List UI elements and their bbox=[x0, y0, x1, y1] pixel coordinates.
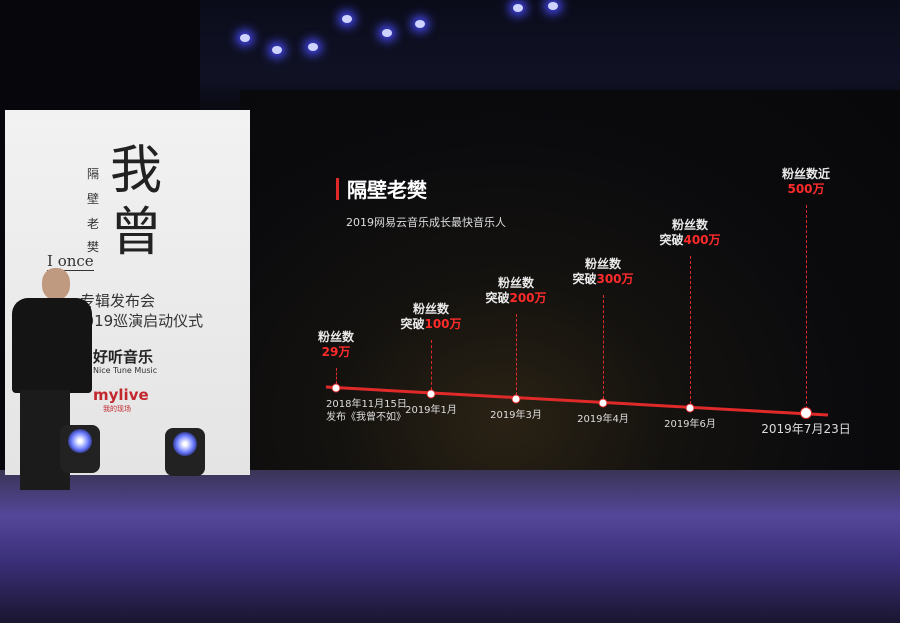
banner-event-line2: 2019巡演启动仪式 bbox=[75, 312, 204, 330]
milestone-value: 500万 bbox=[787, 182, 825, 196]
milestone-date-text: 2019年7月23日 bbox=[761, 422, 851, 436]
stage-spotlight bbox=[415, 20, 425, 28]
milestone-dashed-line bbox=[806, 205, 807, 409]
stage-floor bbox=[0, 470, 900, 623]
milestone-date: 2018年11月15日 发布《我曾不如》 bbox=[326, 398, 426, 424]
milestone-date-text: 2018年11月15日 bbox=[326, 399, 407, 410]
milestone-dot bbox=[598, 398, 608, 408]
milestone-date: 2019年6月 bbox=[640, 418, 740, 431]
sponsor-logo-haoting-en: Nice Tune Music bbox=[93, 366, 158, 375]
slide-title: 隔壁老樊 bbox=[347, 178, 427, 202]
milestone-label: 粉丝数 bbox=[671, 218, 708, 232]
stage-spotlight bbox=[308, 43, 318, 51]
milestone-date: 2019年7月23日 bbox=[756, 423, 856, 436]
milestone-label: 粉丝数 bbox=[412, 302, 449, 316]
milestone-caption: 粉丝数近 500万 bbox=[756, 167, 856, 197]
speaker-head bbox=[42, 268, 70, 300]
stage-spotlight bbox=[342, 15, 352, 23]
milestone-date: 2019年1月 bbox=[381, 404, 481, 417]
stage-spotlight bbox=[272, 46, 282, 54]
title-accent-bar bbox=[336, 178, 339, 200]
milestone-date: 2019年4月 bbox=[553, 413, 653, 426]
milestone-value: 200万 bbox=[509, 291, 547, 305]
stage-spotlight bbox=[513, 4, 523, 12]
slide-subtitle: 2019网易云音乐成长最快音乐人 bbox=[346, 216, 506, 229]
milestone-caption: 粉丝数 突破300万 bbox=[553, 257, 653, 287]
stage-spotlight bbox=[548, 2, 558, 10]
milestone-prefix: 突破 bbox=[400, 317, 425, 331]
milestone-caption: 粉丝数 突破100万 bbox=[381, 302, 481, 332]
milestone-value: 400万 bbox=[683, 233, 721, 247]
milestone-dashed-line bbox=[336, 368, 337, 384]
timeline-line bbox=[325, 385, 829, 417]
banner-artist-char: 老 bbox=[87, 217, 100, 231]
banner-artist-char: 壁 bbox=[87, 192, 100, 206]
stage-light bbox=[165, 428, 205, 476]
speaker-person bbox=[2, 268, 92, 496]
milestone-caption: 粉丝数 29万 bbox=[286, 330, 386, 360]
milestone-dot bbox=[426, 389, 436, 399]
milestone-label: 粉丝数近 bbox=[781, 167, 830, 181]
milestone-dashed-line bbox=[603, 295, 604, 399]
projection-screen bbox=[240, 90, 900, 530]
milestone-date-note: 发布《我曾不如》 bbox=[326, 412, 406, 423]
milestone-prefix: 突破 bbox=[659, 233, 684, 247]
sponsor-logo-haoting: 好听音乐 bbox=[93, 348, 154, 366]
milestone-date-text: 2019年3月 bbox=[490, 410, 542, 421]
milestone-dashed-line bbox=[431, 340, 432, 390]
banner-event-line1: 专辑发布会 bbox=[80, 292, 156, 310]
sponsor-logo-mylive-sub: 我的现场 bbox=[103, 405, 131, 413]
banner-artist-char: 樊 bbox=[87, 240, 100, 254]
stage-light bbox=[60, 425, 100, 473]
milestone-prefix: 突破 bbox=[485, 291, 510, 305]
milestone-caption: 粉丝数 突破200万 bbox=[466, 276, 566, 306]
milestone-dot bbox=[511, 394, 521, 404]
milestone-dot bbox=[685, 403, 695, 413]
milestone-dot bbox=[331, 383, 341, 393]
milestone-date: 2019年3月 bbox=[466, 409, 566, 422]
milestone-dashed-line bbox=[516, 314, 517, 395]
banner-english-title: I once bbox=[47, 252, 94, 271]
milestone-date-text: 2019年1月 bbox=[405, 405, 457, 416]
stage-spotlight bbox=[382, 29, 392, 37]
milestone-date-text: 2019年6月 bbox=[664, 419, 716, 430]
speaker-shirt bbox=[12, 298, 92, 393]
banner-album-title: 我曾 bbox=[110, 141, 163, 263]
milestone-label: 粉丝数 bbox=[317, 330, 354, 344]
milestone-value: 100万 bbox=[424, 317, 462, 331]
milestone-prefix: 突破 bbox=[572, 272, 597, 286]
milestone-date-text: 2019年4月 bbox=[577, 414, 629, 425]
milestone-dot bbox=[800, 407, 812, 419]
milestone-caption: 粉丝数 突破400万 bbox=[640, 218, 740, 248]
banner-artist-char: 隔 bbox=[87, 167, 100, 181]
milestone-dashed-line bbox=[690, 256, 691, 404]
stage-spotlight bbox=[240, 34, 250, 42]
milestone-value: 300万 bbox=[596, 272, 634, 286]
sponsor-logo-mylive: mylive bbox=[93, 386, 149, 404]
milestone-label: 粉丝数 bbox=[497, 276, 534, 290]
milestone-label: 粉丝数 bbox=[584, 257, 621, 271]
milestone-value: 29万 bbox=[321, 345, 351, 359]
